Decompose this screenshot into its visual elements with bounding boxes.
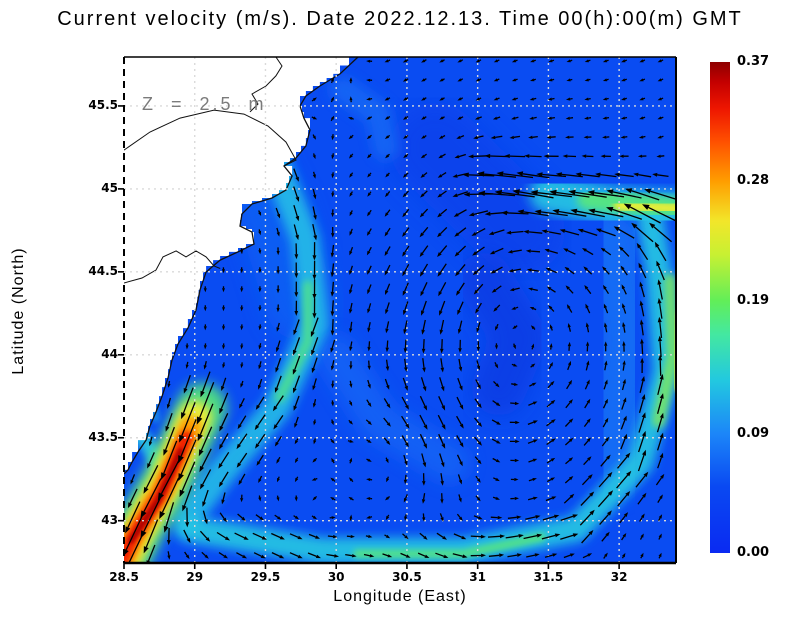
x-tick-label: 28.5 <box>109 570 139 584</box>
x-axis-label: Longitude (East) <box>333 588 467 605</box>
y-tick-label: 43 <box>101 512 118 527</box>
axis-ticks <box>118 105 620 569</box>
y-tick-label: 43.5 <box>88 429 118 444</box>
gridlines <box>124 57 676 563</box>
y-tick-label: 44.5 <box>88 263 118 278</box>
chart-title: Current velocity (m/s). Date 2022.12.13.… <box>57 8 743 30</box>
plot-border <box>123 56 677 565</box>
colorbar-label: 0.28 <box>737 173 770 189</box>
colorbar-label: 0.09 <box>737 425 770 441</box>
colorbar-label: 0.19 <box>737 292 770 308</box>
colorbar-gradient <box>710 62 730 553</box>
y-tick-label: 45.5 <box>88 97 118 112</box>
x-tick-label: 29.5 <box>250 570 281 584</box>
x-tick-label: 30.5 <box>392 570 422 584</box>
x-tick-label: 31.5 <box>533 570 564 584</box>
y-tick-label: 45 <box>101 180 118 195</box>
x-tick-label: 29 <box>186 570 204 584</box>
coastline <box>124 57 359 475</box>
vector-field <box>124 59 676 563</box>
land-mass <box>124 57 358 474</box>
depth-annotation: Z = 2.5 m <box>142 94 267 114</box>
colorbar-label: 0.00 <box>737 545 770 560</box>
x-tick-label: 31 <box>469 570 486 584</box>
x-tick-label: 30 <box>327 570 345 584</box>
colorbar-label: 0.37 <box>737 54 770 69</box>
x-tick-label: 32 <box>610 570 628 584</box>
y-tick-label: 44 <box>101 346 118 361</box>
